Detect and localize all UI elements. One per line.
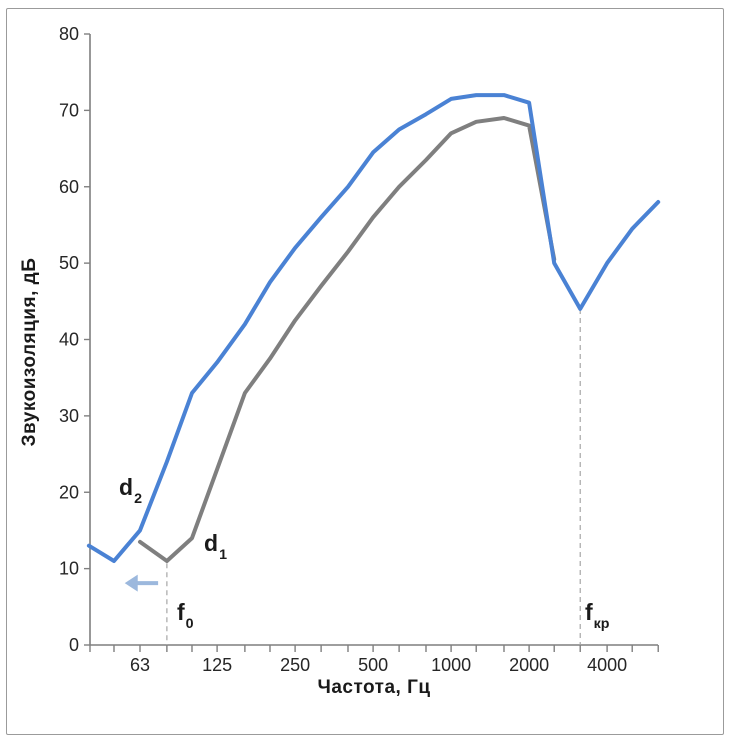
x-tick-label: 500 <box>358 655 388 675</box>
series-line-d2 <box>86 93 661 563</box>
y-tick-label: 40 <box>59 330 79 350</box>
y-tick-label: 20 <box>59 482 79 502</box>
y-tick-label: 50 <box>59 253 79 273</box>
y-axis-title: Звукоизоляция, дБ <box>19 257 40 447</box>
shift-arrow-head <box>124 574 138 592</box>
x-tick-label: 1000 <box>431 655 471 675</box>
series-line-d1 <box>138 116 557 563</box>
series-label-d2: d2 <box>119 474 142 507</box>
annotation-label-fkr: fкр <box>585 599 610 632</box>
x-tick-label: 4000 <box>587 655 627 675</box>
y-tick-label: 60 <box>59 177 79 197</box>
series-label-d1: d1 <box>204 530 227 563</box>
y-tick-label: 70 <box>59 100 79 120</box>
x-tick-label: 250 <box>280 655 310 675</box>
x-axis-title: Частота, Гц <box>317 677 431 698</box>
chart-border-frame <box>6 8 724 735</box>
y-tick-label: 0 <box>69 635 79 655</box>
x-tick-label: 2000 <box>509 655 549 675</box>
y-tick-label: 80 <box>59 24 79 44</box>
y-tick-label: 30 <box>59 406 79 426</box>
y-tick-label: 10 <box>59 559 79 579</box>
x-tick-label: 125 <box>202 655 232 675</box>
annotation-label-f0: f0 <box>177 599 194 632</box>
x-tick-label: 63 <box>130 655 150 675</box>
